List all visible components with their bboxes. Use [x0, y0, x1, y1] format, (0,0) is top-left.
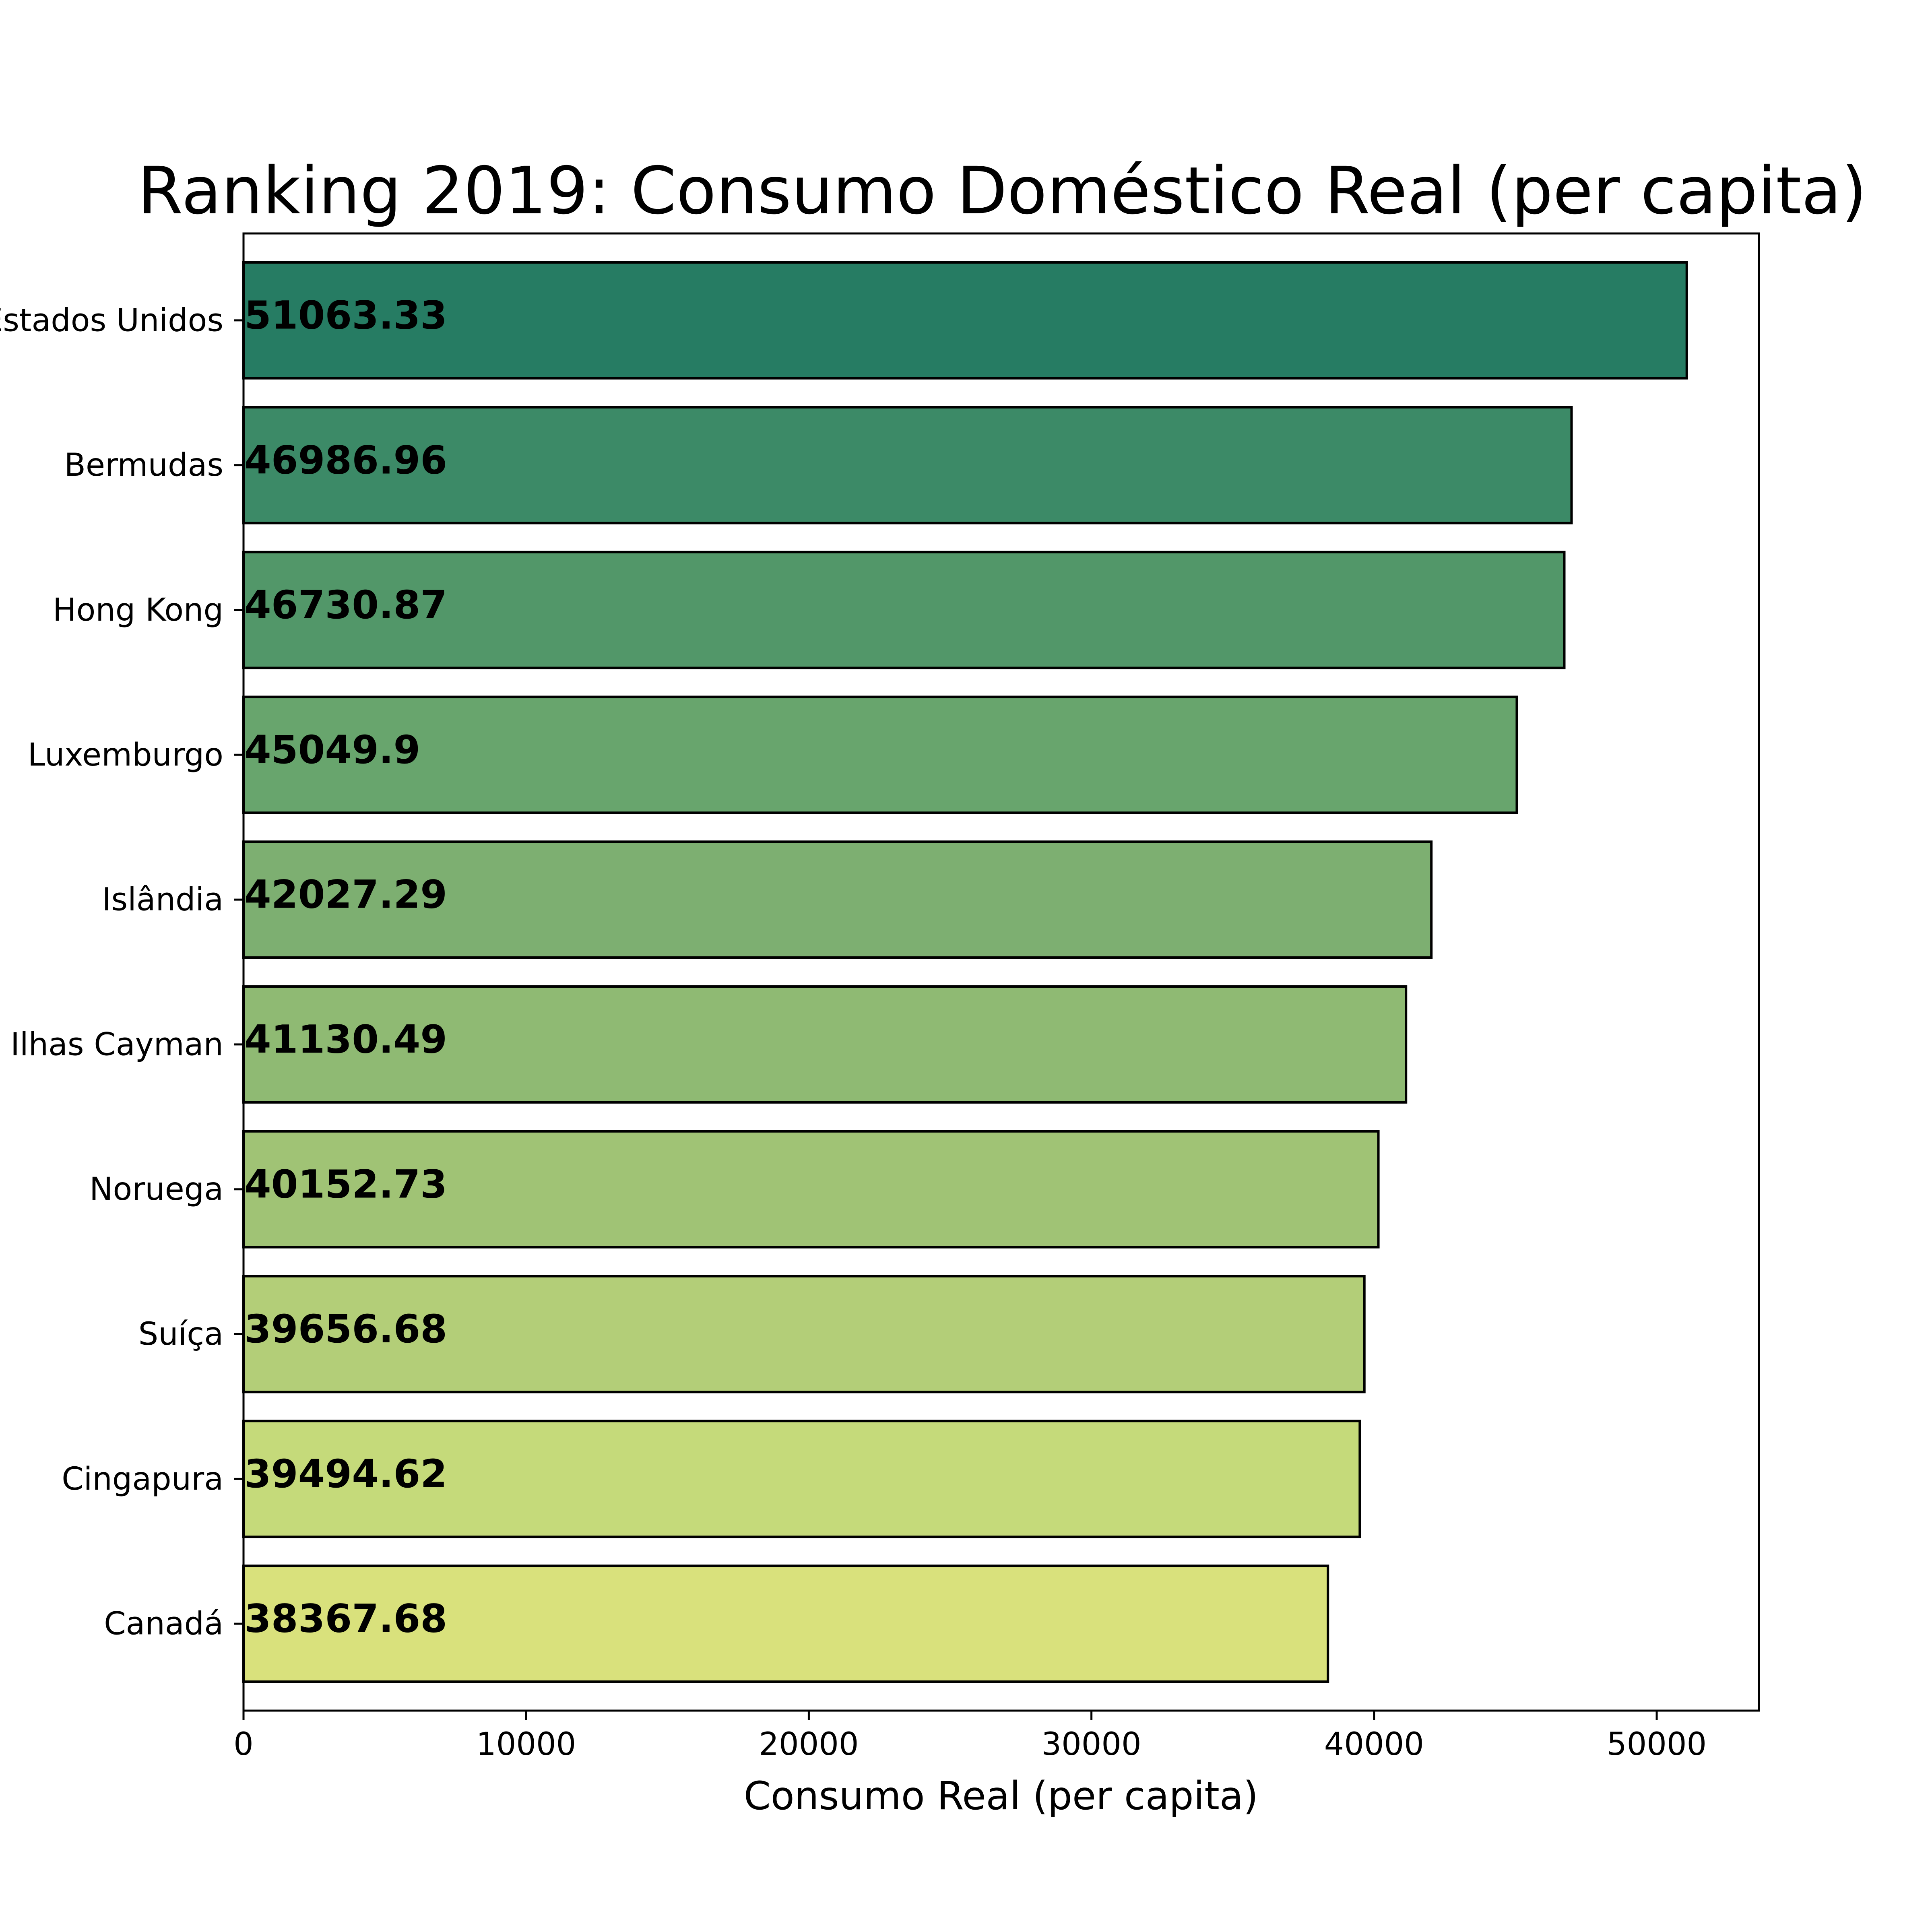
y-tick-label: Suíça [138, 1316, 223, 1352]
plot-frame [242, 232, 1760, 1712]
y-tick-label: Islândia [102, 882, 223, 918]
y-tick-label: Estados Unidos [0, 302, 223, 339]
y-tick-label: Ilhas Cayman [10, 1026, 223, 1063]
bar [242, 696, 1518, 814]
x-tick-label: 40000 [1324, 1726, 1424, 1763]
bar [242, 406, 1573, 524]
bar-value-label: 46730.87 [244, 582, 447, 627]
y-tick-label: Cingapura [62, 1461, 223, 1497]
x-axis-label: Consumo Real (per capita) [744, 1773, 1258, 1818]
bar [242, 1420, 1361, 1538]
bar-value-label: 42027.29 [244, 872, 447, 917]
bar-value-label: 39656.68 [244, 1307, 447, 1352]
x-tick-label: 10000 [476, 1726, 576, 1763]
bar-value-label: 41130.49 [244, 1017, 447, 1062]
y-tick-label: Bermudas [64, 447, 223, 483]
y-tick-label: Noruega [89, 1171, 223, 1208]
y-tick-label: Canadá [104, 1606, 223, 1642]
bar [242, 261, 1688, 380]
bar [242, 1130, 1380, 1249]
bar [242, 1275, 1366, 1393]
bar [242, 551, 1566, 669]
x-axis: 0 10000 20000 30000 40000 50000 [233, 1711, 1707, 1763]
bars-group: 51063.33 46986.96 46730.87 45049.9 42027.29 4… [242, 261, 1688, 1683]
y-tick-label: Hong Kong [53, 592, 223, 628]
y-tick-label: Luxemburgo [28, 737, 223, 773]
bar-value-label: 46986.96 [244, 438, 447, 483]
bar [242, 840, 1433, 959]
bar [242, 985, 1408, 1104]
chart-title: Ranking 2019: Consumo Doméstico Real (pe… [138, 153, 1867, 229]
x-tick-label: 50000 [1607, 1726, 1707, 1763]
x-tick-label: 30000 [1042, 1726, 1141, 1763]
x-tick-label: 20000 [759, 1726, 859, 1763]
bar-value-label: 38367.68 [244, 1596, 447, 1641]
y-axis: Estados Unidos Bermudas Hong Kong Luxemburg… [0, 302, 244, 1642]
bar-value-label: 39494.62 [244, 1451, 447, 1496]
bar-value-label: 51063.33 [244, 293, 447, 338]
bar-value-label: 40152.73 [244, 1162, 447, 1207]
x-tick-label: 0 [233, 1726, 254, 1763]
bar-value-label: 45049.9 [244, 727, 420, 772]
